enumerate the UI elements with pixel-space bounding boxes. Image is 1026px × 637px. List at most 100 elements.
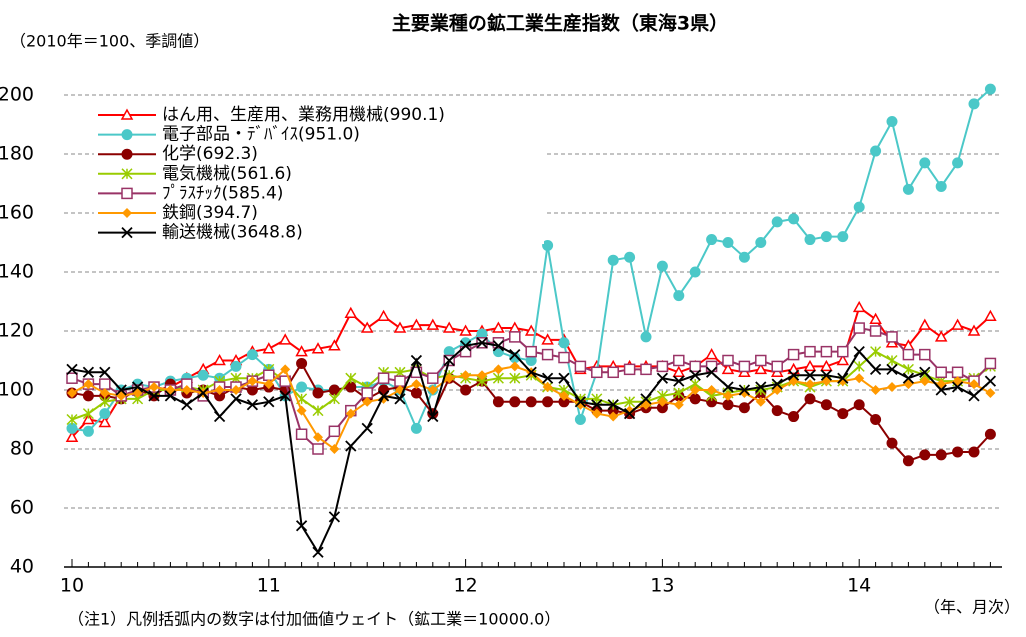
marker — [919, 348, 931, 361]
marker — [296, 405, 307, 416]
marker — [394, 393, 406, 405]
marker — [721, 362, 735, 375]
marker — [968, 446, 980, 458]
marker — [887, 382, 897, 393]
marker — [902, 455, 914, 467]
marker — [804, 369, 816, 381]
marker — [902, 348, 915, 361]
marker — [722, 237, 734, 248]
marker — [99, 387, 110, 398]
marker — [312, 443, 324, 455]
marker — [230, 360, 242, 372]
marker — [591, 366, 603, 379]
marker — [804, 393, 816, 405]
marker — [66, 413, 78, 426]
marker — [263, 369, 275, 381]
marker — [951, 381, 964, 393]
y-tick-label: 160 — [0, 202, 34, 224]
marker — [278, 333, 292, 345]
legend-background — [94, 104, 544, 244]
marker — [99, 366, 111, 378]
marker — [902, 363, 914, 375]
marker — [853, 322, 865, 334]
marker — [509, 348, 521, 361]
marker — [656, 372, 669, 384]
marker — [121, 129, 133, 141]
x-tick-label: 11 — [257, 575, 281, 597]
marker — [919, 376, 930, 387]
marker — [148, 390, 160, 402]
marker — [804, 345, 816, 358]
marker — [410, 318, 423, 330]
marker — [246, 399, 259, 411]
marker — [460, 384, 472, 396]
marker — [722, 354, 734, 367]
marker — [542, 382, 553, 393]
marker — [492, 372, 504, 384]
marker — [230, 393, 242, 405]
marker — [755, 354, 767, 367]
marker — [984, 375, 997, 387]
series — [66, 337, 997, 558]
marker — [689, 266, 701, 278]
marker — [787, 348, 800, 361]
marker — [935, 449, 947, 461]
marker — [558, 351, 570, 364]
marker — [722, 381, 734, 393]
marker — [738, 384, 751, 396]
marker — [427, 410, 439, 423]
marker — [328, 511, 341, 523]
y-tick-label: 40 — [10, 556, 34, 578]
marker — [295, 520, 308, 532]
marker — [82, 408, 94, 420]
marker — [476, 337, 488, 349]
marker — [426, 318, 440, 330]
marker — [854, 373, 865, 384]
legend-label: ﾌﾟﾗｽﾁｯｸ(585.4) — [162, 183, 283, 203]
marker — [837, 372, 849, 384]
marker — [131, 381, 144, 393]
marker — [853, 360, 865, 372]
marker — [656, 360, 669, 373]
marker — [820, 231, 832, 243]
marker — [640, 363, 652, 376]
marker — [296, 381, 308, 393]
marker — [984, 357, 997, 370]
marker — [99, 408, 111, 420]
marker — [345, 440, 357, 452]
marker — [66, 422, 78, 434]
marker — [98, 415, 112, 428]
marker — [541, 348, 554, 361]
marker — [705, 366, 718, 378]
marker — [985, 387, 996, 398]
marker — [492, 340, 505, 352]
marker — [935, 384, 947, 396]
marker — [738, 402, 750, 414]
marker — [870, 414, 882, 425]
legend-label: 化学(692.3) — [162, 144, 258, 164]
y-tick-label: 60 — [10, 497, 34, 519]
marker — [574, 396, 587, 408]
marker — [279, 390, 291, 402]
x-tick-label: 10 — [60, 575, 84, 597]
marker — [361, 422, 373, 434]
marker — [525, 366, 537, 378]
marker — [296, 357, 308, 369]
marker — [542, 239, 554, 251]
marker — [886, 116, 898, 128]
marker — [280, 364, 291, 375]
marker — [820, 399, 832, 411]
marker — [640, 393, 652, 405]
marker — [673, 399, 684, 410]
marker — [607, 366, 619, 379]
y-tick-label: 100 — [0, 379, 34, 401]
marker — [231, 385, 241, 395]
legend-label: 電気機械(561.6) — [162, 164, 292, 184]
marker — [853, 399, 865, 411]
marker — [149, 382, 159, 393]
marker — [197, 369, 209, 381]
marker — [361, 387, 373, 399]
marker — [967, 324, 981, 336]
marker — [690, 385, 701, 395]
